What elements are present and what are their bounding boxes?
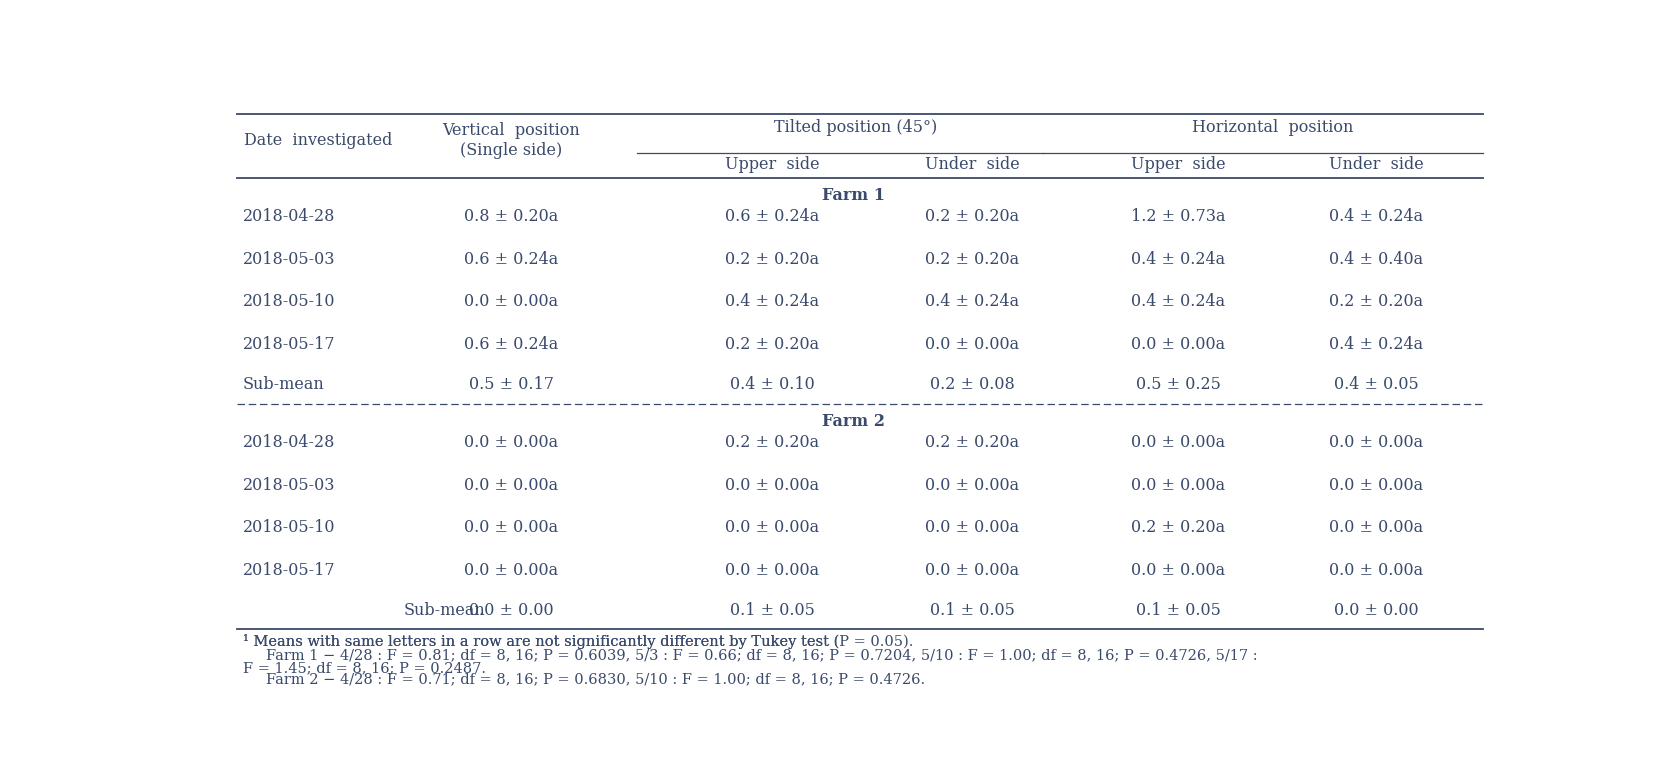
Text: 0.4 ± 0.10: 0.4 ± 0.10 xyxy=(729,377,814,393)
Text: 0.0 ± 0.00a: 0.0 ± 0.00a xyxy=(925,519,1018,536)
Text: 0.2 ± 0.20a: 0.2 ± 0.20a xyxy=(925,434,1018,451)
Text: 0.2 ± 0.20a: 0.2 ± 0.20a xyxy=(724,336,819,353)
Text: 0.1 ± 0.05: 0.1 ± 0.05 xyxy=(929,602,1013,619)
Text: 0.0 ± 0.00a: 0.0 ± 0.00a xyxy=(1132,336,1225,353)
Text: 2018-04-28: 2018-04-28 xyxy=(243,434,334,451)
Text: 0.0 ± 0.00a: 0.0 ± 0.00a xyxy=(925,562,1018,579)
Text: 1.2 ± 0.73a: 1.2 ± 0.73a xyxy=(1130,208,1225,225)
Text: 0.2 ± 0.20a: 0.2 ± 0.20a xyxy=(724,251,819,268)
Text: Under  side: Under side xyxy=(924,156,1018,173)
Text: Upper  side: Upper side xyxy=(1130,156,1225,173)
Text: 0.4 ± 0.24a: 0.4 ± 0.24a xyxy=(1328,208,1423,225)
Text: 0.1 ± 0.05: 0.1 ± 0.05 xyxy=(1135,602,1220,619)
Text: 2018-05-17: 2018-05-17 xyxy=(243,562,336,579)
Text: Horizontal  position: Horizontal position xyxy=(1191,119,1353,136)
Text: 0.0 ± 0.00a: 0.0 ± 0.00a xyxy=(464,293,557,310)
Text: Farm 2: Farm 2 xyxy=(822,413,884,430)
Text: F = 1.45; df = 8, 16; P = 0.2487.: F = 1.45; df = 8, 16; P = 0.2487. xyxy=(243,661,486,675)
Text: 2018-04-28: 2018-04-28 xyxy=(243,208,334,225)
Text: 0.0 ± 0.00a: 0.0 ± 0.00a xyxy=(464,519,557,536)
Text: 0.0 ± 0.00a: 0.0 ± 0.00a xyxy=(1132,562,1225,579)
Text: 0.1 ± 0.05: 0.1 ± 0.05 xyxy=(729,602,814,619)
Text: 0.6 ± 0.24a: 0.6 ± 0.24a xyxy=(464,336,557,353)
Text: 0.0 ± 0.00a: 0.0 ± 0.00a xyxy=(1328,434,1423,451)
Text: 2018-05-03: 2018-05-03 xyxy=(243,477,334,494)
Text: 0.5 ± 0.25: 0.5 ± 0.25 xyxy=(1135,377,1220,393)
Text: Sub-mean: Sub-mean xyxy=(404,602,486,619)
Text: Under  side: Under side xyxy=(1328,156,1423,173)
Text: Farm 1 − 4/28 : F = 0.81; df = 8, 16; P = 0.6039, 5/3 : F = 0.66; df = 8, 16; P : Farm 1 − 4/28 : F = 0.81; df = 8, 16; P … xyxy=(266,648,1256,663)
Text: Upper  side: Upper side xyxy=(724,156,819,173)
Text: 0.2 ± 0.20a: 0.2 ± 0.20a xyxy=(1132,519,1225,536)
Text: 0.2 ± 0.20a: 0.2 ± 0.20a xyxy=(925,251,1018,268)
Text: 0.6 ± 0.24a: 0.6 ± 0.24a xyxy=(464,251,557,268)
Text: 0.0 ± 0.00a: 0.0 ± 0.00a xyxy=(1328,562,1423,579)
Text: Date  investigated: Date investigated xyxy=(243,132,391,149)
Text: 0.0 ± 0.00a: 0.0 ± 0.00a xyxy=(464,477,557,494)
Text: 0.6 ± 0.24a: 0.6 ± 0.24a xyxy=(724,208,819,225)
Text: 0.4 ± 0.24a: 0.4 ± 0.24a xyxy=(925,293,1018,310)
Text: 0.4 ± 0.40a: 0.4 ± 0.40a xyxy=(1328,251,1423,268)
Text: 2018-05-10: 2018-05-10 xyxy=(243,519,334,536)
Text: 0.0 ± 0.00: 0.0 ± 0.00 xyxy=(1333,602,1418,619)
Text: 0.0 ± 0.00a: 0.0 ± 0.00a xyxy=(464,434,557,451)
Text: 0.0 ± 0.00a: 0.0 ± 0.00a xyxy=(1132,477,1225,494)
Text: 0.2 ± 0.08: 0.2 ± 0.08 xyxy=(929,377,1013,393)
Text: 0.4 ± 0.24a: 0.4 ± 0.24a xyxy=(1132,251,1225,268)
Text: 0.0 ± 0.00a: 0.0 ± 0.00a xyxy=(925,477,1018,494)
Text: ¹ Means with same letters in a row are not significantly different by Tukey test: ¹ Means with same letters in a row are n… xyxy=(243,634,839,649)
Text: 0.2 ± 0.20a: 0.2 ± 0.20a xyxy=(925,208,1018,225)
Text: 0.0 ± 0.00a: 0.0 ± 0.00a xyxy=(1328,477,1423,494)
Text: 0.2 ± 0.20a: 0.2 ± 0.20a xyxy=(1328,293,1423,310)
Text: 0.0 ± 0.00: 0.0 ± 0.00 xyxy=(469,602,554,619)
Text: 0.0 ± 0.00a: 0.0 ± 0.00a xyxy=(1132,434,1225,451)
Text: ¹ Means with same letters in a row are not significantly different by Tukey test: ¹ Means with same letters in a row are n… xyxy=(243,634,914,649)
Text: 2018-05-17: 2018-05-17 xyxy=(243,336,336,353)
Text: 0.0 ± 0.00a: 0.0 ± 0.00a xyxy=(464,562,557,579)
Text: 0.0 ± 0.00a: 0.0 ± 0.00a xyxy=(724,477,819,494)
Text: 2018-05-03: 2018-05-03 xyxy=(243,251,334,268)
Text: Farm 1: Farm 1 xyxy=(822,187,884,204)
Text: 0.5 ± 0.17: 0.5 ± 0.17 xyxy=(469,377,554,393)
Text: 0.0 ± 0.00a: 0.0 ± 0.00a xyxy=(724,519,819,536)
Text: 0.0 ± 0.00a: 0.0 ± 0.00a xyxy=(724,562,819,579)
Text: 0.4 ± 0.24a: 0.4 ± 0.24a xyxy=(1328,336,1423,353)
Text: 0.4 ± 0.24a: 0.4 ± 0.24a xyxy=(724,293,819,310)
Text: 0.0 ± 0.00a: 0.0 ± 0.00a xyxy=(1328,519,1423,536)
Text: 0.4 ± 0.05: 0.4 ± 0.05 xyxy=(1333,377,1418,393)
Text: 0.0 ± 0.00a: 0.0 ± 0.00a xyxy=(925,336,1018,353)
Text: 0.8 ± 0.20a: 0.8 ± 0.20a xyxy=(464,208,557,225)
Text: Vertical  position
(Single side): Vertical position (Single side) xyxy=(443,122,579,159)
Text: Tilted position (45°): Tilted position (45°) xyxy=(774,119,937,136)
Text: 2018-05-10: 2018-05-10 xyxy=(243,293,334,310)
Text: 0.2 ± 0.20a: 0.2 ± 0.20a xyxy=(724,434,819,451)
Text: Farm 2 − 4/28 : F = 0.71; df = 8, 16; P = 0.6830, 5/10 : F = 1.00; df = 8, 16; P: Farm 2 − 4/28 : F = 0.71; df = 8, 16; P … xyxy=(266,673,925,686)
Text: Sub-mean: Sub-mean xyxy=(243,377,324,393)
Text: 0.4 ± 0.24a: 0.4 ± 0.24a xyxy=(1132,293,1225,310)
